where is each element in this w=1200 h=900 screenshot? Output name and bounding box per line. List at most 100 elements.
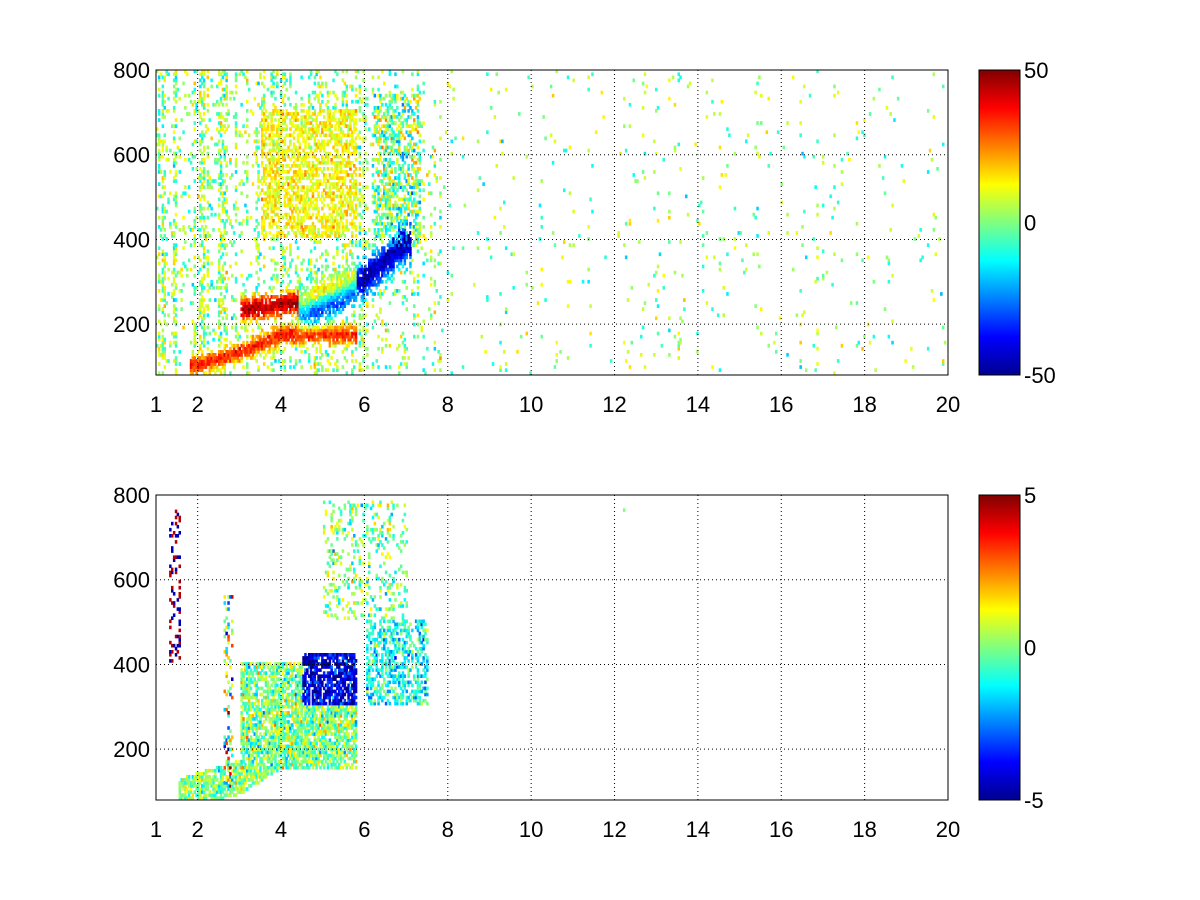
heatmap-cell bbox=[236, 206, 240, 211]
heatmap-cell bbox=[322, 212, 326, 217]
heatmap-cell bbox=[398, 167, 401, 171]
heatmap-cell bbox=[279, 295, 283, 299]
heatmap-cell bbox=[234, 200, 238, 205]
heatmap-cell bbox=[264, 170, 268, 174]
heatmap-cell bbox=[317, 298, 320, 302]
heatmap-cell bbox=[315, 304, 318, 308]
heatmap-cell bbox=[291, 133, 294, 138]
heatmap-cell bbox=[317, 206, 320, 211]
heatmap-cell bbox=[347, 276, 350, 281]
heatmap-cell bbox=[199, 133, 202, 138]
heatmap-cell bbox=[321, 99, 324, 104]
heatmap-cell bbox=[411, 136, 414, 141]
heatmap-cell bbox=[264, 164, 268, 168]
heatmap-cell bbox=[315, 319, 318, 324]
heatmap-cell bbox=[172, 160, 176, 165]
heatmap-cell bbox=[161, 96, 165, 101]
heatmap-cell bbox=[341, 93, 345, 98]
heatmap-cell bbox=[281, 72, 285, 77]
heatmap-cell bbox=[341, 243, 345, 247]
heatmap-cell bbox=[201, 139, 204, 144]
heatmap-cell bbox=[172, 130, 176, 135]
heatmap-cell bbox=[199, 203, 202, 208]
heatmap-cell bbox=[381, 179, 384, 183]
heatmap-cell bbox=[311, 310, 315, 315]
heatmap-cell bbox=[332, 228, 335, 232]
heatmap-cell bbox=[450, 371, 453, 375]
heatmap-cell bbox=[377, 252, 380, 257]
heatmap-cell bbox=[336, 142, 339, 147]
heatmap-cell bbox=[336, 237, 339, 241]
heatmap-cell bbox=[336, 139, 339, 144]
heatmap-cell bbox=[157, 118, 161, 122]
heatmap-cell bbox=[384, 191, 388, 196]
heatmap-cell bbox=[354, 225, 358, 229]
heatmap-cell bbox=[270, 218, 273, 223]
heatmap-cell bbox=[375, 124, 378, 128]
heatmap-cell bbox=[257, 173, 260, 177]
heatmap-cell bbox=[353, 194, 356, 199]
heatmap-cell bbox=[223, 225, 226, 229]
heatmap-cell bbox=[358, 261, 362, 266]
heatmap-cell bbox=[332, 331, 335, 336]
heatmap-cell bbox=[343, 228, 347, 232]
heatmap-cell bbox=[217, 258, 221, 263]
heatmap-cell bbox=[353, 191, 356, 196]
heatmap-cell bbox=[388, 188, 392, 193]
heatmap-cell bbox=[161, 185, 165, 189]
heatmap-cell bbox=[289, 215, 292, 220]
heatmap-cell bbox=[398, 267, 401, 272]
heatmap-cell bbox=[259, 316, 262, 321]
heatmap-cell bbox=[204, 359, 208, 363]
heatmap-cell bbox=[306, 136, 309, 141]
heatmap-cell bbox=[326, 179, 330, 183]
heatmap-cell bbox=[279, 365, 283, 369]
heatmap-cell bbox=[287, 164, 290, 168]
heatmap-cell bbox=[161, 353, 165, 357]
heatmap-cell bbox=[328, 90, 332, 95]
heatmap-cell bbox=[364, 289, 367, 293]
heatmap-cell bbox=[262, 151, 266, 156]
heatmap-cell bbox=[381, 96, 384, 101]
heatmap-cell bbox=[272, 112, 275, 116]
heatmap-cell bbox=[261, 148, 264, 153]
heatmap-cell bbox=[353, 121, 356, 125]
heatmap-cell bbox=[199, 258, 202, 263]
heatmap-cell bbox=[225, 188, 228, 193]
heatmap-cell bbox=[298, 197, 302, 202]
heatmap-cell bbox=[309, 301, 313, 305]
heatmap-cell bbox=[244, 307, 247, 311]
heatmap-cell bbox=[354, 185, 358, 189]
heatmap-cell bbox=[413, 334, 416, 339]
heatmap-cell bbox=[163, 289, 166, 293]
heatmap-cell bbox=[347, 243, 350, 247]
heatmap-cell bbox=[407, 151, 410, 156]
heatmap-cell bbox=[217, 322, 221, 327]
heatmap-cell bbox=[338, 206, 341, 211]
heatmap-cell bbox=[217, 243, 221, 247]
heatmap-cell bbox=[169, 191, 172, 196]
heatmap-cell bbox=[193, 292, 196, 296]
heatmap-cell bbox=[377, 160, 380, 165]
heatmap-cell bbox=[349, 118, 352, 122]
heatmap-cell bbox=[281, 148, 285, 153]
heatmap-cell bbox=[217, 264, 221, 269]
heatmap-cell bbox=[319, 292, 322, 296]
heatmap-cell bbox=[292, 160, 296, 165]
heatmap-cell bbox=[403, 231, 407, 235]
heatmap-cell bbox=[384, 109, 388, 113]
heatmap-cell bbox=[538, 237, 542, 241]
heatmap-cell bbox=[244, 328, 247, 333]
heatmap-cell bbox=[216, 359, 219, 363]
heatmap-cell bbox=[353, 221, 356, 226]
heatmap-cell bbox=[321, 276, 324, 281]
heatmap-cell bbox=[272, 81, 275, 86]
heatmap-cell bbox=[381, 212, 384, 217]
heatmap-cell bbox=[386, 328, 390, 333]
heatmap-cell bbox=[199, 185, 202, 189]
heatmap-cell bbox=[381, 102, 384, 107]
heatmap-cell bbox=[291, 188, 294, 193]
heatmap-cell bbox=[319, 142, 322, 147]
heatmap-cell bbox=[383, 194, 386, 199]
heatmap-cell bbox=[313, 331, 317, 336]
